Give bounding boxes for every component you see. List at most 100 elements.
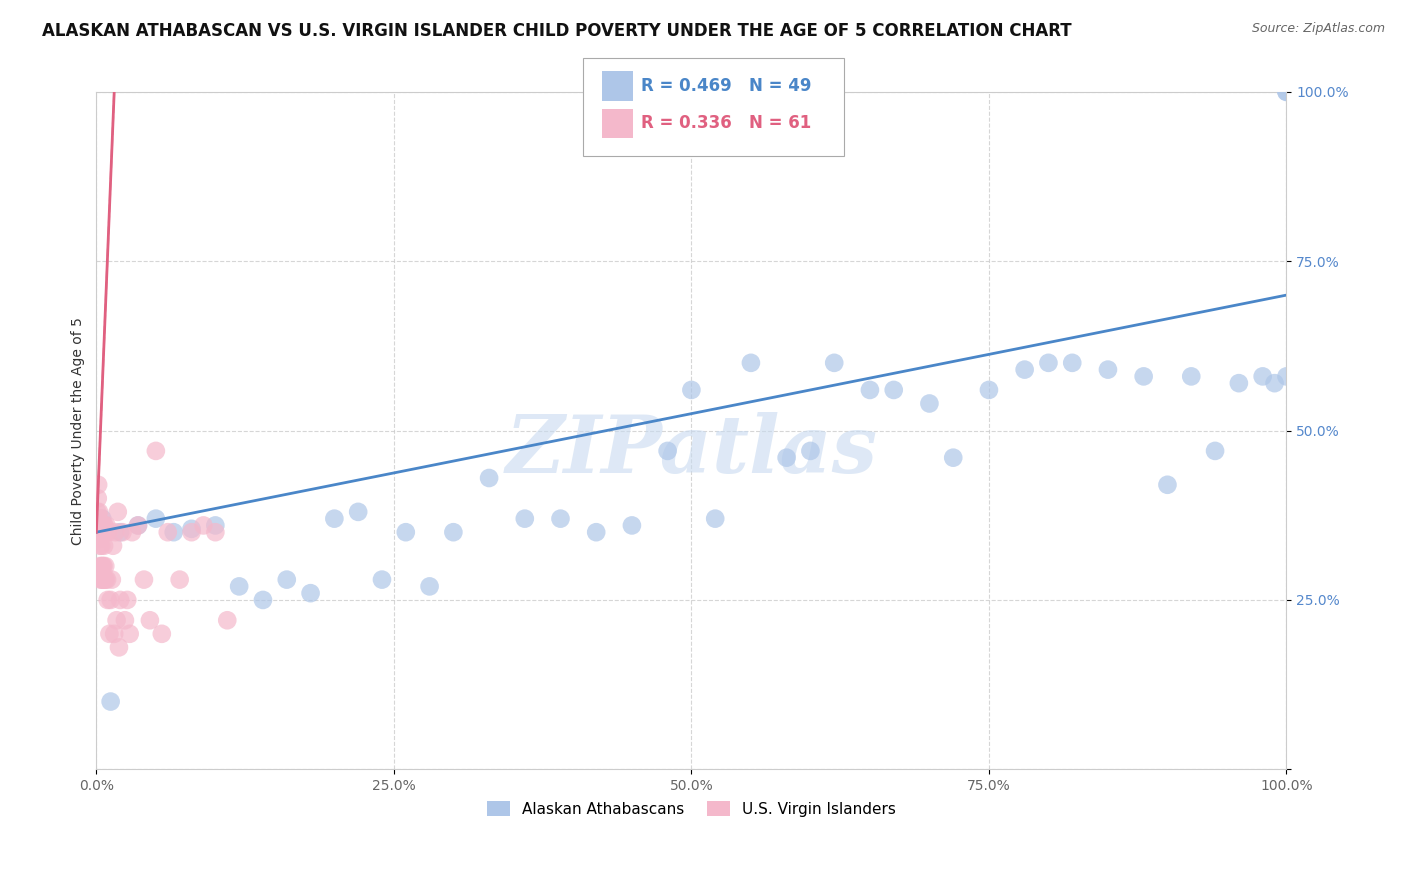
Point [89, 559, 111, 574]
Point [252, 593, 274, 607]
Point [620, 518, 643, 533]
Text: ZIPatlas: ZIPatlas [505, 412, 877, 490]
Point [93, 573, 115, 587]
Point [101, 539, 124, 553]
Point [441, 525, 464, 540]
Point [132, 573, 155, 587]
Point [1097, 362, 1119, 376]
Point [1204, 443, 1226, 458]
Point [93, 518, 115, 533]
Point [93, 518, 115, 533]
Point [156, 525, 179, 540]
Point [883, 383, 905, 397]
Point [86, 518, 108, 533]
Point [86, 525, 108, 540]
Point [108, 525, 131, 540]
Point [90, 559, 112, 574]
Point [585, 525, 607, 540]
Point [180, 522, 202, 536]
Point [169, 573, 191, 587]
Point [823, 356, 845, 370]
Point [347, 505, 370, 519]
Point [98, 627, 121, 641]
Point [977, 383, 1000, 397]
Point [96, 518, 118, 533]
Point [90, 525, 112, 540]
Point [90, 511, 112, 525]
Point [1156, 477, 1178, 491]
Point [163, 525, 186, 540]
Point [478, 471, 501, 485]
Point [1264, 376, 1286, 391]
Point [217, 613, 239, 627]
Point [1227, 376, 1250, 391]
Point [681, 383, 703, 397]
Point [87, 505, 110, 519]
Point [91, 559, 114, 574]
Point [740, 356, 762, 370]
Point [87, 511, 110, 525]
Point [1251, 369, 1274, 384]
Legend: Alaskan Athabascans, U.S. Virgin Islanders: Alaskan Athabascans, U.S. Virgin Islande… [481, 795, 903, 822]
Point [127, 518, 149, 533]
Point [918, 396, 941, 410]
Point [193, 518, 215, 533]
Point [657, 443, 679, 458]
Point [127, 518, 149, 533]
Point [1038, 356, 1060, 370]
Point [204, 518, 226, 533]
Point [111, 525, 134, 540]
Point [94, 559, 117, 574]
Point [859, 383, 882, 397]
Point [94, 525, 117, 540]
Point [180, 525, 202, 540]
Point [139, 613, 162, 627]
Point [371, 573, 394, 587]
Point [107, 505, 129, 519]
Point [94, 525, 117, 540]
Point [1275, 369, 1298, 384]
Point [775, 450, 797, 465]
Point [96, 573, 118, 587]
Point [145, 443, 167, 458]
Point [513, 511, 536, 525]
Y-axis label: Child Poverty Under the Age of 5: Child Poverty Under the Age of 5 [72, 317, 86, 544]
Text: R = 0.469   N = 49: R = 0.469 N = 49 [641, 77, 811, 95]
Text: R = 0.336   N = 61: R = 0.336 N = 61 [641, 114, 811, 132]
Text: ALASKAN ATHABASCAN VS U.S. VIRGIN ISLANDER CHILD POVERTY UNDER THE AGE OF 5 CORR: ALASKAN ATHABASCAN VS U.S. VIRGIN ISLAND… [42, 22, 1071, 40]
Point [89, 532, 111, 546]
Point [108, 593, 131, 607]
Point [228, 579, 250, 593]
Point [419, 579, 441, 593]
Point [105, 613, 128, 627]
Point [799, 443, 821, 458]
Point [87, 491, 110, 506]
Point [118, 627, 141, 641]
Point [94, 573, 117, 587]
Point [101, 573, 124, 587]
Point [299, 586, 322, 600]
Point [91, 511, 114, 525]
Point [91, 573, 114, 587]
Point [121, 525, 143, 540]
Point [104, 525, 127, 540]
Point [323, 511, 346, 525]
Point [704, 511, 727, 525]
Point [100, 593, 122, 607]
Point [150, 627, 173, 641]
Text: Source: ZipAtlas.com: Source: ZipAtlas.com [1251, 22, 1385, 36]
Point [91, 518, 114, 533]
Point [91, 525, 114, 540]
Point [89, 518, 111, 533]
Point [103, 627, 125, 641]
Point [145, 511, 167, 525]
Point [276, 573, 298, 587]
Point [1132, 369, 1154, 384]
Point [1014, 362, 1036, 376]
Point [1275, 85, 1298, 99]
Point [86, 505, 108, 519]
Point [204, 525, 226, 540]
Point [114, 613, 136, 627]
Point [97, 593, 120, 607]
Point [550, 511, 572, 525]
